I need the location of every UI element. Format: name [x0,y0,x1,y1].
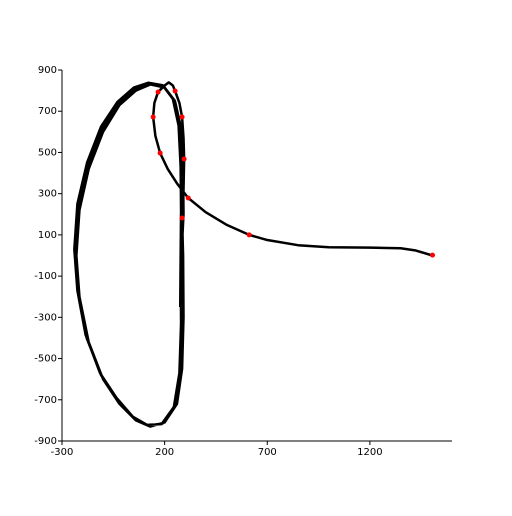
y-tick-label: -500 [34,354,57,365]
x-tick-label: 200 [155,447,174,458]
marker [179,114,185,120]
x-tick-label: 1200 [357,447,382,458]
marker [150,114,156,120]
marker [179,215,185,221]
y-tick-label: 100 [38,230,57,241]
trajectory-line [73,81,433,428]
marker [157,150,163,156]
marker [172,88,178,94]
y-tick-label: 500 [38,147,57,158]
y-tick-label: 700 [38,106,57,117]
y-tick-label: 900 [38,65,57,76]
marker [246,232,252,238]
marker [155,89,161,95]
marker [185,195,191,201]
x-tick-label: 700 [258,447,277,458]
marker [430,252,435,258]
y-tick-label: -900 [34,436,57,447]
y-tick-label: -700 [34,395,57,406]
x-tick-label: -300 [51,447,74,458]
marker [181,156,187,162]
y-tick-label: -300 [34,312,57,323]
y-tick-label: 300 [38,189,57,200]
y-tick-label: -100 [34,271,57,282]
